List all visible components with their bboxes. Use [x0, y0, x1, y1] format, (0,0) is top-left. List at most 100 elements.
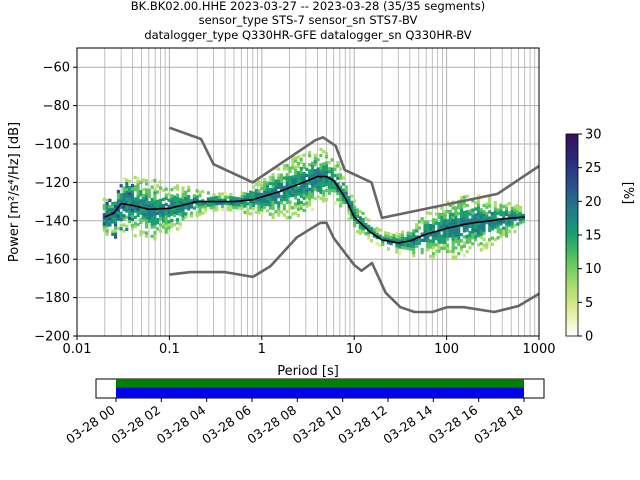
timeline-tick-label: 03-28 10: [290, 402, 345, 447]
ppsd-cell: [355, 229, 360, 234]
ppsd-cell: [502, 214, 506, 218]
ppsd-cell: [490, 211, 495, 216]
ppsd-cell: [330, 188, 334, 193]
ppsd-cell: [184, 206, 188, 210]
ppsd-cell: [142, 215, 146, 219]
ppsd-cell: [465, 228, 469, 232]
ppsd-cell: [457, 221, 461, 225]
ppsd-cell: [291, 178, 295, 182]
ppsd-cell: [198, 203, 202, 207]
ppsd-cell: [156, 202, 160, 206]
x-axis-ticks: 0.01 0.1 1 10 100 1000: [63, 336, 556, 357]
timeline-tick-label: 03-28 02: [108, 402, 163, 447]
ppsd-cell: [147, 204, 151, 208]
ppsd-cell: [142, 193, 146, 198]
ppsd-cell: [454, 209, 458, 213]
ppsd-cell: [493, 213, 497, 217]
ppsd-cell: [403, 237, 407, 241]
ppsd-cell: [395, 231, 399, 236]
ppsd-cell: [471, 208, 475, 212]
ppsd-cell: [153, 231, 157, 235]
ppsd-cell: [440, 219, 444, 223]
ppsd-cell: [156, 221, 160, 225]
ppsd-cell: [246, 211, 250, 215]
ppsd-cell: [111, 217, 115, 221]
ppsd-cell: [409, 235, 413, 239]
ppsd-cell: [268, 203, 272, 207]
ppsd-cell: [212, 208, 216, 212]
ppsd-cell: [285, 209, 289, 214]
ppsd-cell: [339, 191, 343, 196]
ppsd-cell: [274, 182, 278, 186]
ppsd-cell: [462, 235, 466, 239]
ppsd-cell: [299, 191, 303, 195]
title-line-1: BK.BK02.00.HHE 2023-03-27 -- 2023-03-28 …: [131, 0, 485, 13]
ppsd-cell: [322, 177, 326, 181]
ppsd-cell: [153, 224, 157, 229]
ppsd-cell: [429, 254, 433, 258]
ppsd-cell: [263, 205, 267, 209]
ppsd-cell: [462, 210, 466, 215]
ppsd-cell: [339, 167, 343, 171]
ppsd-cell: [144, 191, 149, 195]
ppsd-cell: [150, 216, 154, 220]
ppsd-cell: [339, 197, 343, 202]
ppsd-cell: [448, 215, 452, 220]
ppsd-cell: [462, 204, 466, 208]
ppsd-cell: [308, 190, 312, 195]
ppsd-cell: [156, 190, 160, 194]
ppsd-cell: [440, 215, 444, 220]
ppsd-cell: [159, 204, 163, 209]
ppsd-cell: [355, 208, 360, 212]
ppsd-cell: [310, 192, 315, 196]
ppsd-cell: [479, 226, 483, 230]
ppsd-cell: [159, 207, 163, 212]
ppsd-cell: [471, 214, 475, 218]
ppsd-cell: [260, 183, 264, 187]
ppsd-cell: [310, 207, 315, 211]
ppsd-cell: [474, 231, 478, 236]
ppsd-cell: [254, 192, 258, 196]
ppsd-cell: [448, 234, 452, 238]
ppsd-cell: [277, 179, 281, 183]
ppsd-cell: [229, 199, 233, 203]
ppsd-cell: [173, 213, 177, 218]
ppsd-cell: [316, 185, 320, 190]
ppsd-cell: [136, 189, 140, 193]
ppsd-cell: [142, 203, 146, 207]
ppsd-cell: [384, 237, 388, 241]
ppsd-cell: [285, 200, 289, 205]
ppsd-cell: [119, 214, 123, 219]
ppsd-cell: [105, 198, 109, 202]
ppsd-cell: [330, 176, 334, 180]
ppsd-cell: [164, 212, 168, 216]
ppsd-cell: [147, 213, 151, 217]
ppsd-cell: [316, 158, 320, 162]
ppsd-cell: [350, 206, 354, 211]
ppsd-cell: [271, 172, 275, 177]
ppsd-cell: [150, 197, 154, 202]
ppsd-cell: [246, 192, 250, 197]
ppsd-cell: [319, 181, 323, 185]
ppsd-cell: [485, 205, 489, 209]
ppsd-cell: [465, 234, 469, 238]
ppsd-cell: [465, 210, 469, 214]
colorbar-tick-label: 0: [585, 330, 593, 345]
ppsd-cell: [389, 232, 393, 237]
ppsd-cell: [468, 212, 472, 216]
ppsd-cell: [254, 198, 258, 202]
ppsd-cell: [499, 203, 503, 207]
colorbar-tick-label: 25: [585, 161, 602, 176]
ppsd-cell: [471, 211, 475, 215]
ppsd-cell: [445, 228, 450, 232]
ppsd-cell: [448, 219, 452, 223]
ppsd-cell: [322, 196, 326, 200]
ppsd-cell: [150, 200, 154, 205]
ppsd-cell: [521, 213, 525, 218]
ppsd-cell: [229, 202, 233, 206]
ppsd-cell: [471, 242, 475, 246]
ppsd-cell: [277, 191, 281, 196]
ppsd-cell: [294, 211, 298, 215]
ppsd-cell: [114, 220, 118, 224]
ppsd-cell: [144, 203, 149, 207]
